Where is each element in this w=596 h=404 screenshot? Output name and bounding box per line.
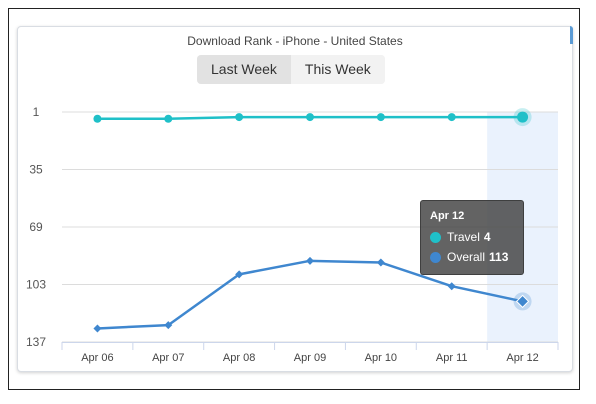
travel-point (376, 113, 385, 122)
card-accent-edge (570, 26, 573, 44)
overall-point (306, 256, 314, 265)
overall-point (93, 324, 102, 333)
travel-point (306, 113, 314, 122)
x-tick-label: Apr 06 (81, 352, 113, 364)
overall-point (515, 294, 530, 309)
y-tick-label: 103 (26, 278, 46, 292)
tooltip-overall-value: 113 (489, 250, 509, 264)
travel-legend-dot (430, 231, 441, 243)
overall-point (235, 270, 244, 279)
overall-legend-dot (430, 251, 441, 263)
x-tick-label: Apr 12 (506, 352, 538, 364)
overall-point (447, 282, 456, 291)
y-tick-label: 35 (29, 163, 43, 177)
travel-point (235, 113, 244, 122)
x-tick-label: Apr 10 (365, 352, 397, 364)
chart-card: Download Rank - iPhone - United States L… (17, 26, 573, 372)
this-week-button[interactable]: This Week (290, 55, 385, 84)
tooltip-date: Apr 12 (430, 210, 465, 222)
week-toggle: Last Week This Week (197, 55, 385, 84)
last-week-button[interactable]: Last Week (197, 55, 291, 84)
travel-point (164, 114, 173, 123)
overall-point (376, 258, 385, 267)
travel-point (517, 111, 529, 123)
chart-tooltip: Apr 12 Travel 4 Overall 113 (420, 200, 524, 275)
y-tick-label: 137 (26, 335, 46, 349)
x-tick-label: Apr 08 (223, 352, 255, 364)
tooltip-row-travel: Travel 4 (430, 230, 491, 244)
tooltip-travel-label: Travel (447, 230, 480, 244)
overall-point (164, 321, 173, 330)
tooltip-travel-value: 4 (483, 230, 491, 244)
y-tick-label: 69 (29, 220, 43, 234)
x-tick-label: Apr 09 (294, 352, 326, 364)
travel-point (93, 114, 102, 123)
travel-point (447, 113, 456, 122)
tooltip-overall-label: Overall (447, 250, 486, 264)
tooltip-row-overall: Overall 113 (430, 250, 508, 264)
y-tick-label: 1 (33, 105, 40, 119)
x-tick-label: Apr 07 (152, 352, 184, 364)
x-tick-label: Apr 11 (436, 352, 468, 364)
chart-title: Download Rank - iPhone - United States (187, 34, 403, 48)
